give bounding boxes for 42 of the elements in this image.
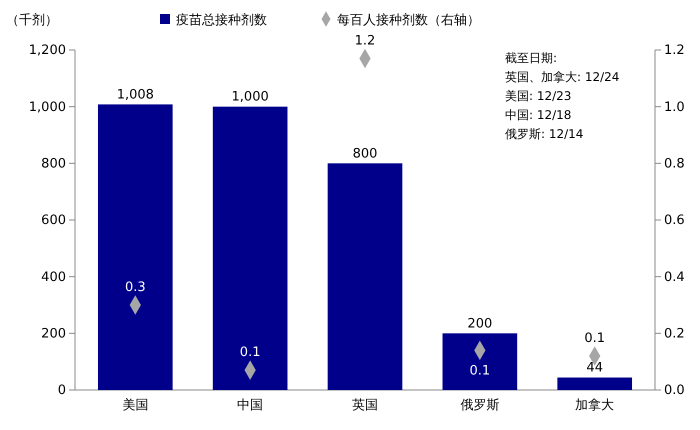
data-label: 1,000 <box>232 90 269 105</box>
bar <box>442 333 518 390</box>
x-tick-label: 英国 <box>352 398 378 414</box>
y-tick-label: 800 <box>41 156 66 172</box>
data-label: 0.1 <box>240 345 260 360</box>
data-label: 0.1 <box>584 331 606 346</box>
bar <box>212 106 288 390</box>
y2-tick-label: 0.2 <box>664 326 685 342</box>
y-tick-label: 600 <box>41 213 66 228</box>
bar <box>328 163 402 390</box>
y-tick-label: 1,000 <box>28 100 66 115</box>
x-tick-label: 加拿大 <box>575 398 614 414</box>
legend-label: 疫苗总接种剂数 <box>176 12 267 28</box>
y2-tick-label: 0.4 <box>664 270 685 285</box>
annotation: 美国: 12/23 <box>505 89 572 103</box>
y2-tick-label: 0.8 <box>664 156 685 172</box>
y-axis-title: （千剂） <box>6 12 58 28</box>
y2-tick-label: 0.0 <box>664 383 685 398</box>
data-label: 800 <box>352 146 378 162</box>
annotation: 俄罗斯: 12/14 <box>505 127 584 141</box>
y-tick-label: 0 <box>58 383 66 398</box>
legend-label: 每百人接种剂数（右轴） <box>337 12 480 28</box>
y2-tick-label: 1.0 <box>664 100 685 115</box>
y2-tick-label: 1.2 <box>664 43 685 58</box>
x-tick-label: 中国 <box>237 398 264 414</box>
bar <box>98 104 173 390</box>
y-tick-label: 400 <box>41 270 66 285</box>
y2-tick-label: 0.6 <box>664 213 685 228</box>
data-label: 44 <box>586 360 603 376</box>
annotation: 英国、加拿大: 12/24 <box>505 70 620 84</box>
y-tick-label: 200 <box>41 326 66 342</box>
data-label: 1.2 <box>354 34 376 48</box>
bar <box>557 378 632 390</box>
annotation: 截至日期: <box>505 51 558 65</box>
data-label: 0.3 <box>124 280 146 295</box>
data-label: 0.1 <box>470 363 490 378</box>
data-label: 1,008 <box>116 87 154 102</box>
data-label: 200 <box>467 316 492 332</box>
x-tick-label: 美国 <box>122 397 148 414</box>
x-tick-label: 俄罗斯 <box>460 398 500 414</box>
annotation: 中国: 12/18 <box>505 108 572 122</box>
y-tick-label: 1,200 <box>28 43 66 58</box>
